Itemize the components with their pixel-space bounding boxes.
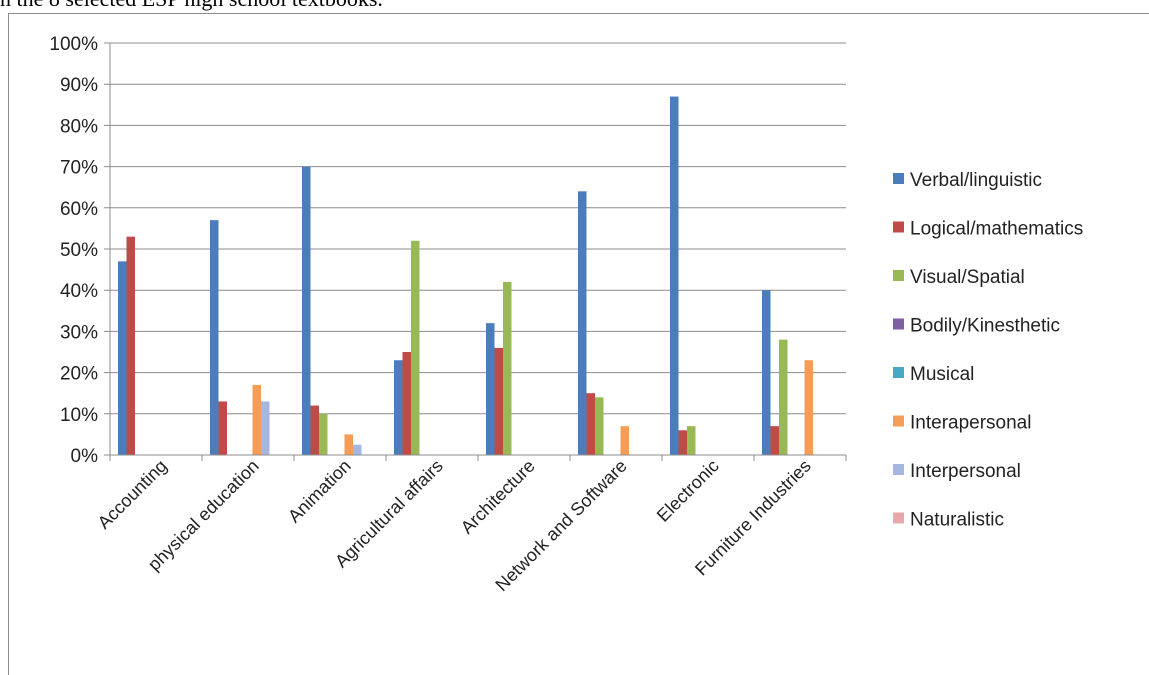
bar: [210, 220, 219, 455]
y-tick-label: 90%: [60, 75, 98, 96]
y-tick-label: 80%: [60, 116, 98, 137]
chart-frame: [8, 13, 1149, 675]
legend-label: Interapersonal: [910, 413, 1031, 434]
x-tick-label: Accounting: [94, 456, 171, 533]
bar: [394, 360, 403, 455]
legend-label: Naturalistic: [910, 510, 1004, 531]
bar: [402, 352, 411, 455]
legend-swatch: [893, 464, 904, 475]
bar: [578, 191, 587, 455]
bar: [310, 405, 319, 455]
y-tick-label: 100%: [49, 34, 98, 55]
y-tick-label: 20%: [60, 364, 98, 385]
legend-swatch: [893, 173, 904, 184]
bar: [687, 426, 696, 455]
y-tick-label: 40%: [60, 281, 98, 302]
legend-label: Logical/mathematics: [910, 219, 1083, 240]
legend-swatch: [893, 512, 904, 524]
bar: [503, 281, 512, 455]
bar: [678, 430, 687, 455]
bar: [353, 444, 362, 455]
bar: [494, 347, 503, 455]
x-tick-label: Architecture: [457, 456, 539, 538]
legend-label: Bodily/Kinesthetic: [910, 316, 1060, 337]
x-tick-label: Electronic: [653, 456, 723, 526]
bar: [804, 360, 813, 455]
y-tick-label: 50%: [60, 240, 98, 261]
bar: [252, 384, 261, 455]
bar: [261, 401, 270, 455]
y-tick-label: 60%: [60, 199, 98, 220]
bar: [620, 426, 629, 455]
bar: [218, 401, 227, 455]
bar: [486, 323, 495, 455]
bar: [126, 236, 135, 455]
x-tick-label: Animation: [284, 456, 355, 527]
y-tick-label: 10%: [60, 405, 98, 426]
legend-label: Musical: [910, 364, 974, 385]
legend-swatch: [893, 270, 904, 281]
bar: [762, 290, 771, 455]
bar: [770, 426, 779, 455]
bar: [670, 96, 679, 455]
bar: [595, 397, 604, 455]
bar: [302, 166, 311, 455]
y-tick-label: 0%: [71, 446, 99, 467]
y-tick-label: 30%: [60, 322, 98, 343]
bar: [586, 393, 595, 455]
legend-label: Visual/Spatial: [910, 267, 1025, 288]
bar: [118, 261, 127, 455]
legend-swatch: [893, 318, 904, 330]
bar: [411, 240, 420, 455]
y-tick-label: 70%: [60, 158, 98, 179]
bar: [319, 413, 328, 455]
legend-label: Verbal/linguistic: [910, 170, 1042, 191]
figure-caption: n the 8 selected ESP high school textboo…: [0, 0, 383, 12]
bar: [344, 434, 353, 455]
bar: [779, 339, 788, 455]
legend-swatch: [893, 415, 904, 427]
legend-swatch: [893, 221, 904, 233]
legend-label: Interpersonal: [910, 461, 1021, 482]
legend-swatch: [893, 367, 904, 378]
